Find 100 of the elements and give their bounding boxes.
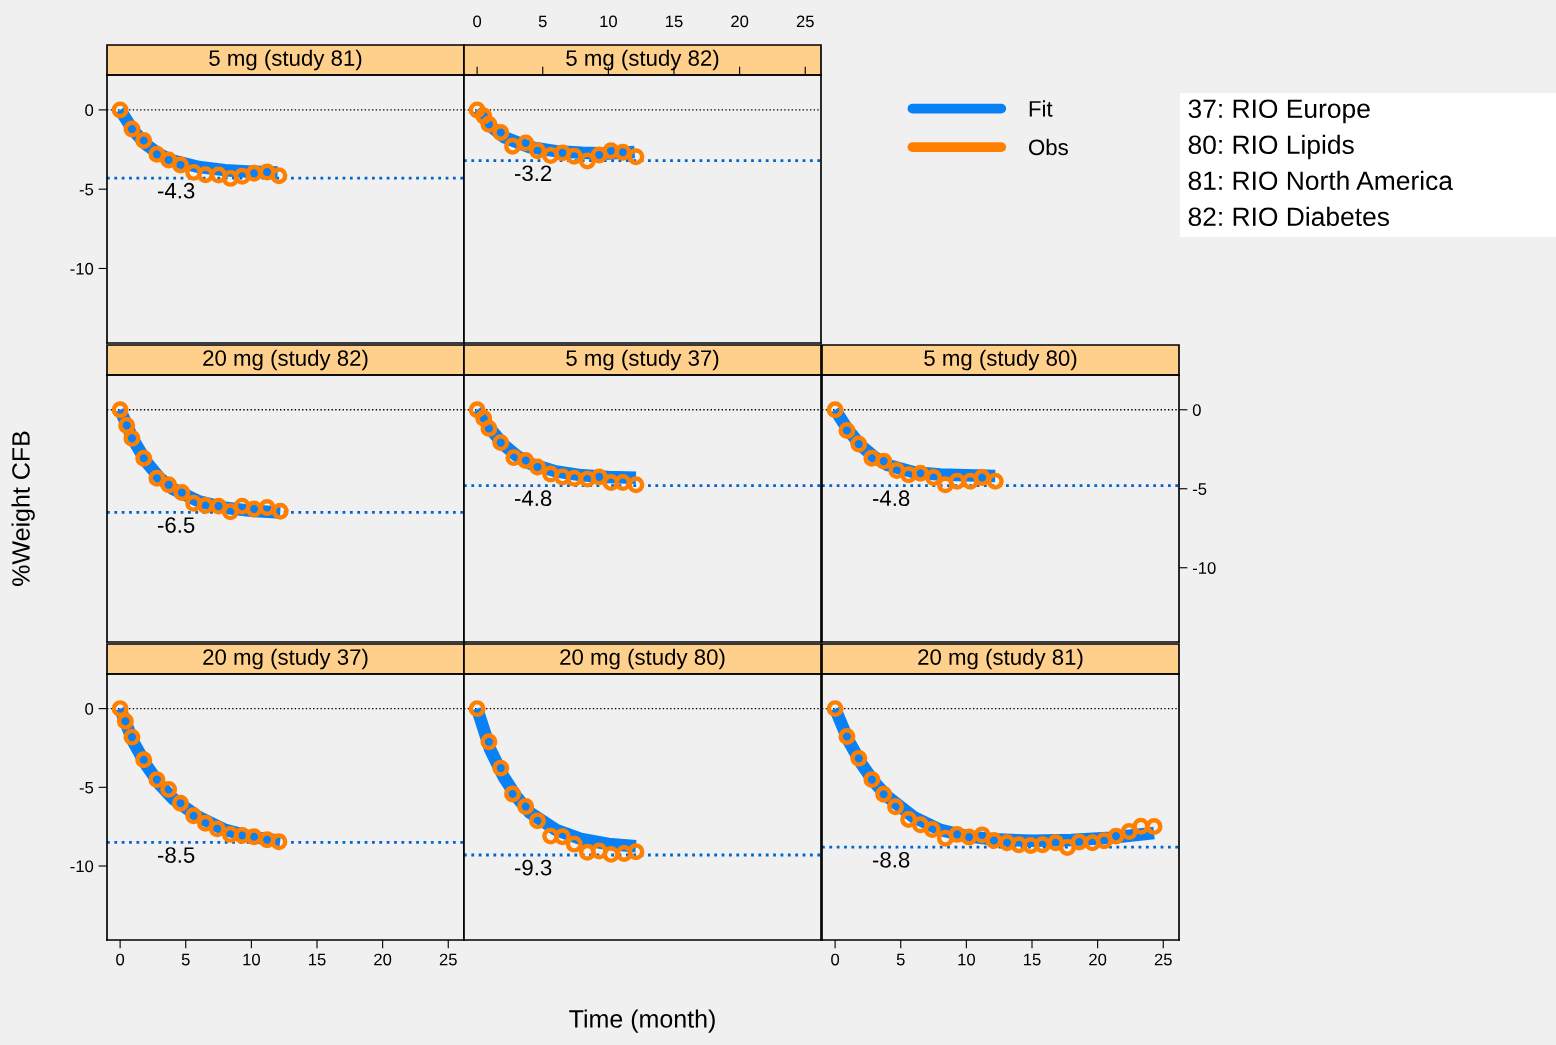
point <box>517 452 535 469</box>
point <box>270 167 288 185</box>
ref-line-label: -8.5 <box>157 847 195 863</box>
point <box>160 780 178 798</box>
point <box>578 152 596 170</box>
ref-line-label: -8.8 <box>872 851 910 868</box>
point <box>123 429 141 447</box>
x-tick-label: 25 <box>796 15 814 28</box>
point <box>148 145 166 163</box>
chart-title: 20 mg (study 37) <box>203 648 368 670</box>
x-tick-label: 10 <box>958 953 975 966</box>
point <box>185 163 203 181</box>
point <box>986 472 1004 490</box>
legend-label: Obs <box>1029 138 1068 156</box>
point <box>887 798 904 816</box>
point <box>615 844 633 862</box>
point <box>627 476 645 494</box>
point <box>529 458 546 476</box>
point <box>492 434 510 452</box>
point <box>590 842 608 860</box>
ref-line-label: -4.8 <box>872 490 910 507</box>
x-tick-label: 5 <box>181 953 190 966</box>
text: 80: RIO Lipids <box>1188 134 1354 160</box>
point <box>208 820 226 838</box>
point <box>160 476 178 494</box>
point <box>850 435 868 453</box>
point <box>1047 834 1065 852</box>
x-tick-label: 20 <box>731 15 749 28</box>
y-tick-label: -10 <box>70 860 94 873</box>
chart-title: 20 mg (study 80) <box>560 648 725 670</box>
point <box>936 476 954 494</box>
point <box>480 419 498 437</box>
point <box>196 814 214 832</box>
y-tick-label: -10 <box>70 262 94 275</box>
text: 82: RIO Diabetes <box>1188 206 1389 227</box>
point <box>505 449 523 467</box>
point <box>614 474 632 492</box>
x-tick-label: 25 <box>439 953 457 966</box>
point <box>196 166 214 184</box>
point <box>111 401 129 419</box>
point <box>826 401 844 419</box>
point <box>960 828 978 846</box>
point <box>475 409 493 427</box>
point <box>875 785 893 803</box>
point <box>602 474 620 492</box>
point <box>1120 823 1138 841</box>
point <box>1132 817 1150 835</box>
point <box>210 497 228 515</box>
point <box>911 816 929 834</box>
point <box>160 151 178 169</box>
point <box>590 468 608 486</box>
chart-title: 5 mg (study 37) <box>566 349 719 371</box>
chart-title: 20 mg (study 81) <box>918 648 1083 670</box>
point <box>529 812 546 830</box>
point <box>173 484 191 502</box>
point <box>123 728 141 746</box>
point <box>196 497 214 514</box>
point <box>553 144 571 162</box>
point <box>245 828 263 846</box>
point <box>542 465 560 483</box>
x-tick-label: 10 <box>600 15 617 28</box>
point <box>553 468 571 486</box>
point <box>925 469 943 486</box>
point <box>602 142 620 160</box>
point <box>245 500 263 518</box>
point <box>1022 836 1040 854</box>
point <box>221 169 239 187</box>
point <box>1034 836 1051 854</box>
ref-line-label: -3.2 <box>514 165 552 182</box>
point <box>850 749 868 767</box>
chart-title: 5 mg (study 80) <box>924 349 1077 371</box>
point <box>1083 834 1101 852</box>
point <box>468 401 486 419</box>
point <box>172 794 189 812</box>
point <box>565 469 583 487</box>
point <box>258 831 276 849</box>
point <box>1107 827 1125 845</box>
point <box>838 421 856 439</box>
point <box>590 146 608 164</box>
point <box>1058 838 1076 856</box>
point <box>1010 836 1028 854</box>
point <box>553 828 571 846</box>
point <box>875 452 893 470</box>
point <box>116 712 134 730</box>
x-tick-label: 20 <box>1089 953 1107 966</box>
point <box>517 134 535 152</box>
ref-line-label: -4.8 <box>514 490 552 507</box>
point <box>468 700 486 718</box>
chart-title: 20 mg (study 82) <box>203 349 368 371</box>
point <box>233 497 251 515</box>
point <box>221 825 239 843</box>
point <box>475 107 493 125</box>
point <box>838 728 856 745</box>
point <box>911 464 929 482</box>
text: 81: RIO North America <box>1188 170 1453 191</box>
point <box>1070 833 1088 851</box>
x-tick-label: 5 <box>896 953 905 966</box>
point <box>504 137 522 155</box>
point <box>123 120 141 138</box>
x-tick-label: 25 <box>1154 953 1172 966</box>
